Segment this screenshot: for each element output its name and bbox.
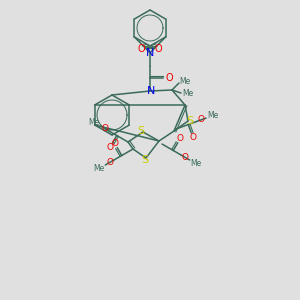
Text: N: N [146,48,154,58]
Text: O: O [182,153,188,162]
Text: Me: Me [182,88,194,98]
Text: S: S [141,155,148,165]
Text: Me: Me [207,111,218,120]
Text: O: O [154,44,162,54]
Text: S: S [186,116,194,126]
Text: O: O [165,73,173,83]
Text: O: O [112,139,118,148]
Text: O: O [197,116,204,124]
Text: Me: Me [94,164,105,173]
Text: O: O [176,134,184,143]
Text: O: O [102,124,109,133]
Text: Me: Me [88,118,100,127]
Text: O: O [106,158,114,167]
Text: O: O [189,133,196,142]
Text: O: O [138,44,146,54]
Text: N: N [147,86,155,96]
Text: Me: Me [179,76,191,85]
Text: Me: Me [190,159,201,168]
Text: S: S [137,126,145,136]
Text: O: O [106,143,113,152]
